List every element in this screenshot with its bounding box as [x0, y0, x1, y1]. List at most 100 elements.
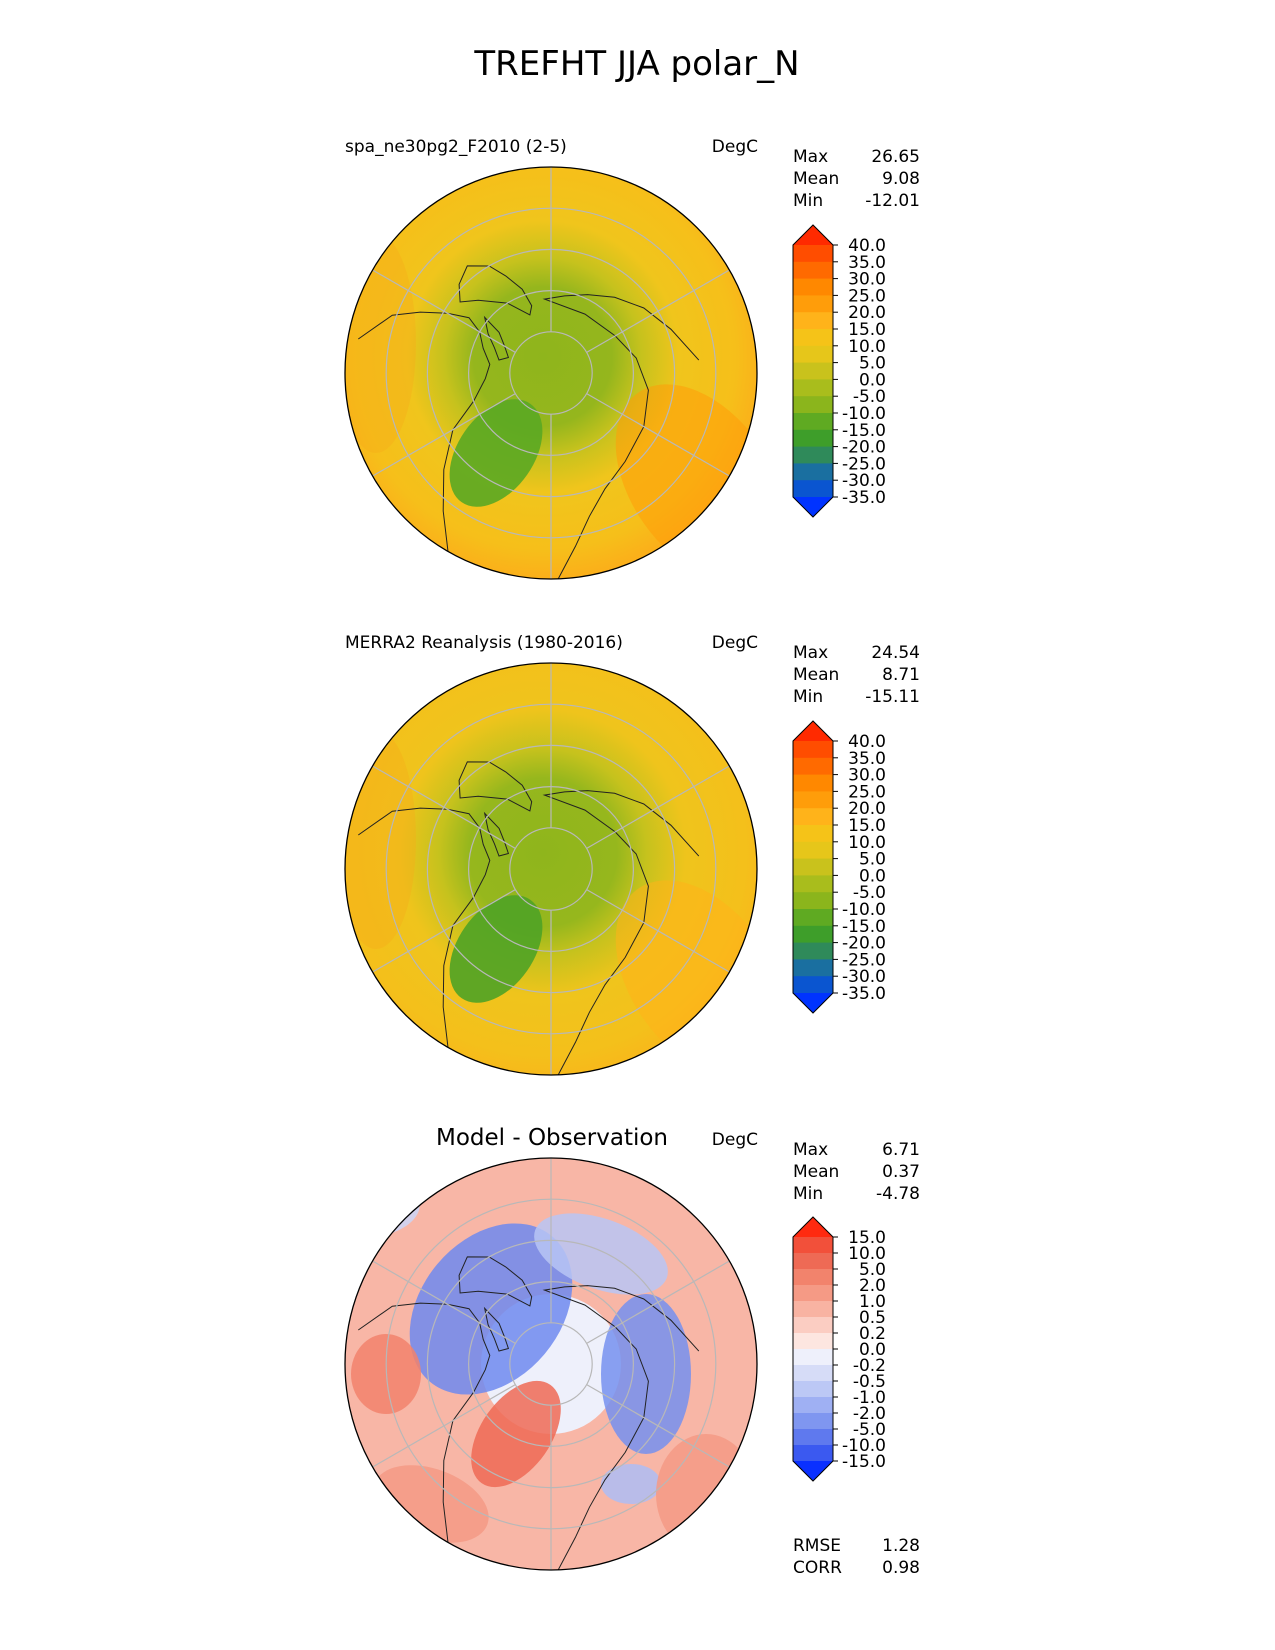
colorbar-extension-max [793, 225, 833, 245]
meridian-line [586, 765, 730, 849]
colorbar-tick-label: 25.0 [848, 286, 886, 306]
colorbar-bin [793, 757, 833, 775]
stat-mean-value: 8.71 [882, 665, 920, 685]
stat-mean-label: Mean [793, 169, 839, 189]
stat-max-label: Max [793, 643, 828, 663]
panel-title: Model - Observation [436, 1125, 668, 1151]
stat-min-label: Min [793, 687, 823, 707]
stat-min-value: -12.01 [865, 191, 920, 211]
graticule [372, 1158, 730, 1570]
colorbar-bin [793, 245, 833, 263]
colorbar-bin [793, 1381, 833, 1398]
colorbar-tick-label: -5.0 [853, 1420, 886, 1440]
colorbar-tick-label: 15.0 [848, 1228, 886, 1248]
colorbar-tick-label: 0.0 [859, 370, 886, 390]
colorbar-bin [793, 1317, 833, 1334]
colorbar-extension-max [793, 1217, 833, 1237]
stat-mean-value: 9.08 [882, 169, 920, 189]
colorbar-tick-label: -10.0 [842, 1436, 886, 1456]
colorbar-tick-label: 15.0 [848, 320, 886, 340]
stat-min-value: -15.11 [865, 687, 920, 707]
colorbar-bin [793, 925, 833, 943]
colorbar-bin [793, 774, 833, 792]
colorbar-bin [793, 892, 833, 910]
polar-map [344, 662, 758, 1076]
panel-model: spa_ne30pg2_F2010 (2-5) DegC Max 26.65 M… [344, 137, 920, 580]
stat-max-label: Max [793, 147, 828, 167]
colorbar-tick-label: 0.0 [859, 1340, 886, 1360]
stat-max-value: 26.65 [871, 147, 920, 167]
meridian-line [586, 1384, 730, 1468]
colorbar-bin [793, 1397, 833, 1414]
meridian-line [372, 889, 516, 973]
stat-max-label: Max [793, 1140, 828, 1160]
colorbar-bin [793, 825, 833, 843]
meridian-line [586, 269, 730, 353]
colorbar-bin [793, 942, 833, 960]
colorbar-tick-label: 15.0 [848, 816, 886, 836]
colorbar-bin [793, 295, 833, 313]
colorbar-bin [793, 976, 833, 994]
negative-anomaly [534, 1213, 668, 1295]
colorbar-tick-label: 20.0 [848, 303, 886, 323]
colorbar-extension-max [793, 721, 833, 741]
stat-min-label: Min [793, 191, 823, 211]
colorbar-tick-label: 10.0 [848, 833, 886, 853]
colorbar-bin [793, 312, 833, 330]
colorbar-tick-label: -30.0 [842, 471, 886, 491]
colorbar-bin [793, 741, 833, 759]
colorbar-bin [793, 413, 833, 431]
colorbar-bin [793, 1333, 833, 1350]
colorbar-bin [793, 362, 833, 380]
colorbar-extension-min [793, 993, 833, 1013]
units-label: DegC [712, 633, 758, 653]
colorbar-bin [793, 329, 833, 347]
units-label: DegC [712, 1130, 758, 1150]
colorbar-bin [793, 808, 833, 826]
colorbar-bin [793, 1413, 833, 1430]
colorbar-tick-label: -2.0 [853, 1404, 886, 1424]
stat-min-value: -4.78 [876, 1184, 920, 1204]
colorbar-bin [793, 1365, 833, 1382]
colorbar-tick-label: 5.0 [859, 850, 886, 870]
colorbar-bin [793, 1445, 833, 1462]
colorbar-bin [793, 463, 833, 481]
corr-label: CORR [793, 1558, 842, 1578]
colorbar-tick-label: 5.0 [859, 354, 886, 374]
colorbar-tick-label: 30.0 [848, 766, 886, 786]
colorbar-bin [793, 261, 833, 279]
colorbar: 15.010.05.02.01.00.50.20.0-0.2-0.5-1.0-2… [792, 1216, 886, 1482]
colorbar-bin [793, 875, 833, 893]
stat-mean-label: Mean [793, 665, 839, 685]
colorbar-bin [793, 1301, 833, 1318]
colorbar-bin [793, 278, 833, 296]
colorbar-bin [793, 959, 833, 977]
colorbar-tick-label: -30.0 [842, 967, 886, 987]
colorbar-bin [793, 446, 833, 464]
colorbar-tick-label: 2.0 [859, 1276, 886, 1296]
colorbar-extension-min [793, 1461, 833, 1481]
colorbar-tick-label: -20.0 [842, 438, 886, 458]
colorbar-tick-label: -0.5 [853, 1372, 886, 1392]
panel-difference: Model - Observation DegC Max 6.71 Mean 0… [344, 1125, 920, 1578]
polar-map [344, 166, 758, 580]
colorbar-bin [793, 379, 833, 397]
figure-title: TREFHT JJA polar_N [473, 44, 799, 84]
colorbar-bin [793, 429, 833, 447]
map-border [344, 662, 758, 1076]
colorbar-bin [793, 858, 833, 876]
stat-max-value: 6.71 [882, 1140, 920, 1160]
colorbar-bin [793, 345, 833, 363]
units-label: DegC [712, 137, 758, 157]
coastline-north-america [358, 807, 491, 1048]
meridian-line [586, 889, 730, 973]
meridian-line [372, 393, 516, 477]
colorbar-bin [793, 909, 833, 927]
coastline-archipelago [483, 315, 510, 361]
colorbar: 40.035.030.025.020.015.010.05.00.0-5.0-1… [792, 720, 886, 1014]
colorbar-tick-label: -10.0 [842, 404, 886, 424]
stat-min-label: Min [793, 1184, 823, 1204]
coastline-north-america [358, 311, 491, 552]
colorbar-bin [793, 1269, 833, 1286]
